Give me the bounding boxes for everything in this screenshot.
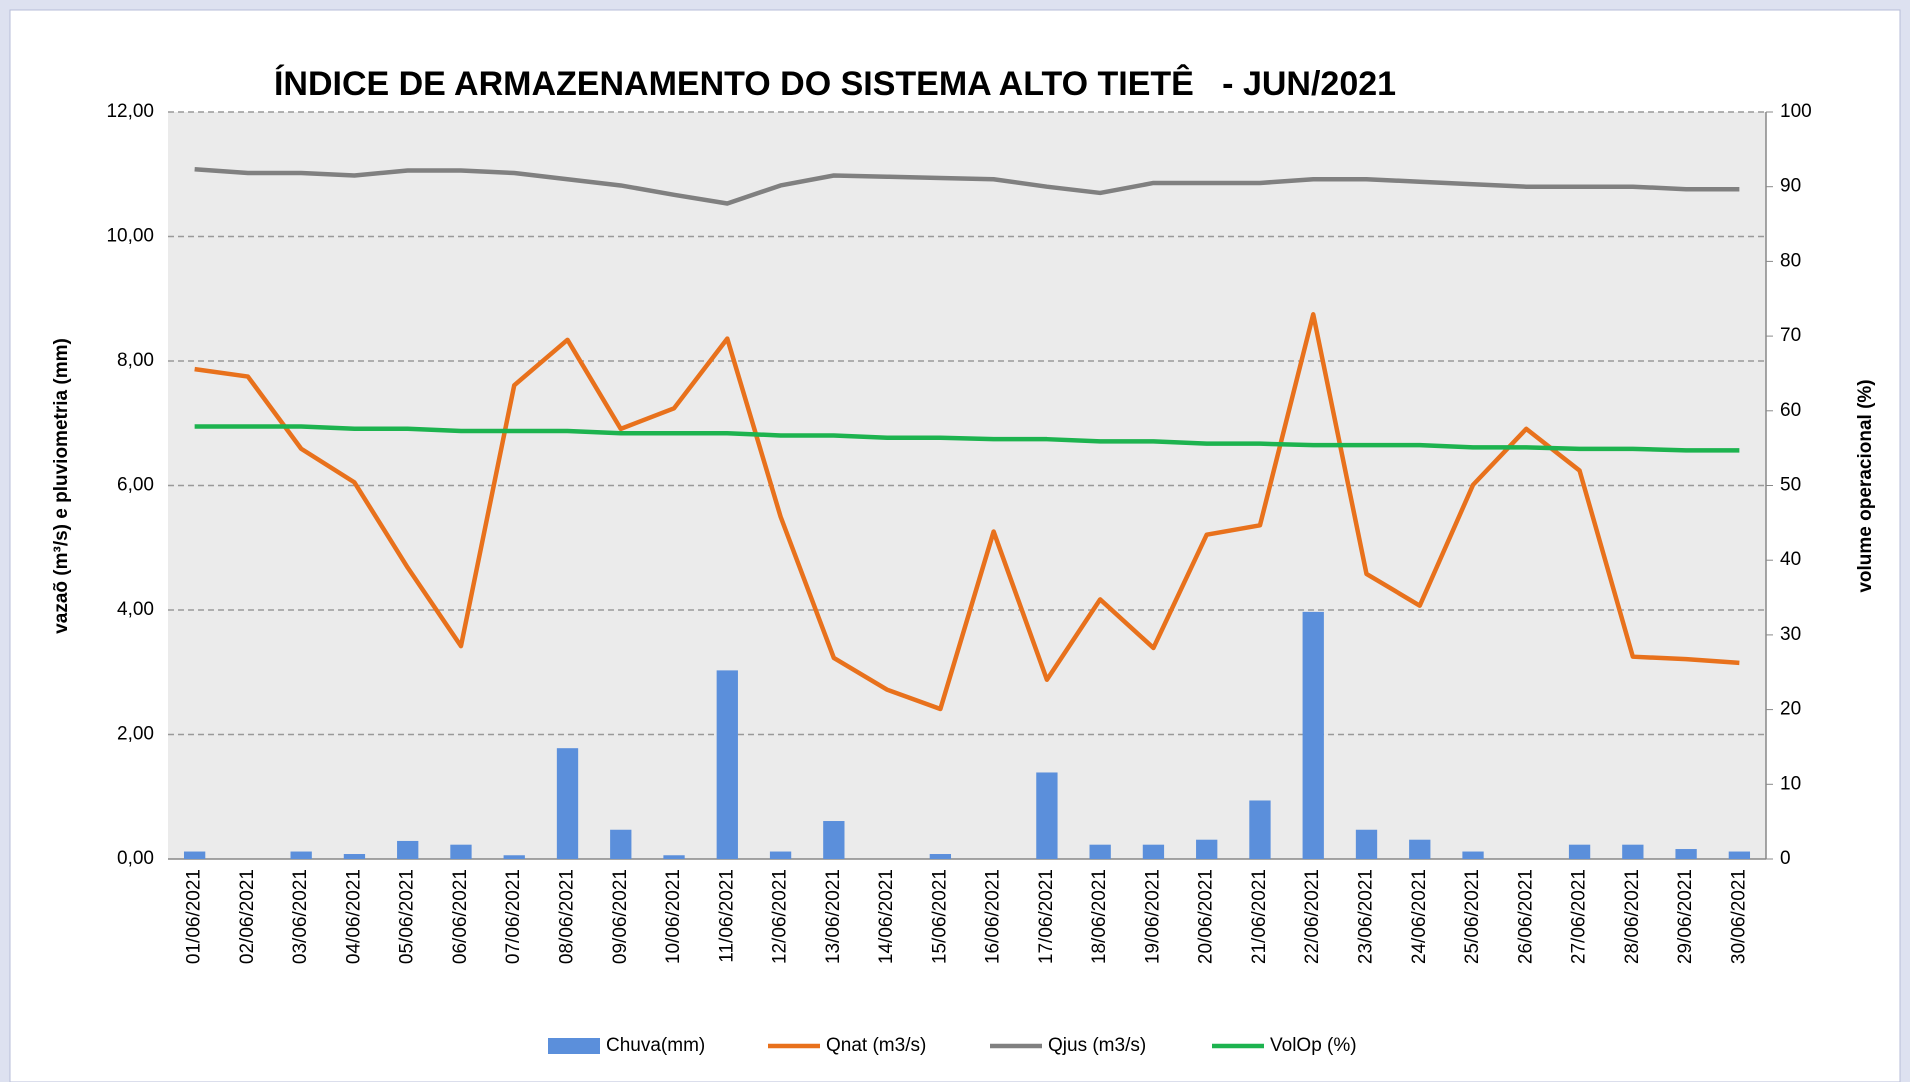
bar: [343, 854, 366, 859]
bar: [823, 821, 845, 859]
y-tick-label: 8,00: [117, 350, 154, 371]
x-tick-label: 04/06/2021: [343, 869, 364, 964]
y-axis-title: vazaõ (m³/s) e pluviometria (mm): [51, 338, 72, 634]
bar: [1089, 844, 1111, 859]
bar: [556, 748, 579, 859]
y-tick-label: 0,00: [117, 848, 154, 869]
y2-tick-label: 90: [1780, 176, 1801, 197]
x-tick-label: 17/06/2021: [1036, 869, 1057, 964]
x-tick-label: 18/06/2021: [1089, 869, 1110, 964]
legend-label: VolOp (%): [1270, 1035, 1357, 1056]
y2-tick-label: 50: [1780, 475, 1801, 496]
bar: [397, 840, 419, 859]
y-tick-label: 6,00: [117, 475, 154, 496]
x-tick-label: 23/06/2021: [1356, 869, 1377, 964]
bar: [929, 854, 952, 859]
bar: [1409, 839, 1431, 859]
y2-tick-label: 0: [1780, 848, 1791, 869]
line: [194, 312, 1740, 712]
bar: [716, 670, 738, 859]
x-tick-label: 14/06/2021: [876, 869, 897, 964]
x-tick-label: 08/06/2021: [557, 869, 578, 964]
bar: [1675, 849, 1697, 859]
bar: [1355, 829, 1378, 859]
x-tick-label: 16/06/2021: [983, 869, 1004, 964]
bar: [769, 851, 792, 859]
y2-tick-label: 70: [1780, 325, 1801, 346]
bar: [610, 829, 632, 859]
x-tick-label: 20/06/2021: [1196, 869, 1217, 964]
y2-tick-label: 100: [1780, 101, 1812, 122]
y2-tick-label: 30: [1780, 624, 1801, 645]
x-tick-label: 25/06/2021: [1462, 869, 1483, 964]
bar: [1249, 800, 1271, 859]
x-tick-label: 24/06/2021: [1409, 869, 1430, 964]
bar: [1036, 772, 1058, 859]
legend-label: Chuva(mm): [606, 1035, 705, 1056]
y-tick-label: 12,00: [106, 101, 154, 122]
x-tick-label: 09/06/2021: [610, 869, 631, 964]
x-tick-label: 19/06/2021: [1142, 869, 1163, 964]
x-tick-label: 26/06/2021: [1515, 869, 1536, 964]
bar: [1302, 611, 1324, 859]
y2-tick-label: 60: [1780, 400, 1801, 421]
legend-label: Qnat (m3/s): [826, 1035, 926, 1056]
x-tick-label: 15/06/2021: [929, 869, 950, 964]
x-tick-label: 13/06/2021: [823, 869, 844, 964]
line: [194, 167, 1740, 206]
bar: [1462, 851, 1484, 859]
bar: [450, 844, 472, 859]
x-tick-label: 21/06/2021: [1249, 869, 1270, 964]
y-tick-label: 10,00: [106, 226, 154, 247]
y2-tick-label: 20: [1780, 699, 1801, 720]
x-tick-label: 01/06/2021: [184, 869, 205, 964]
y-tick-label: 2,00: [117, 724, 154, 745]
x-tick-label: 02/06/2021: [237, 869, 258, 964]
y2-tick-label: 80: [1780, 250, 1801, 271]
y-tick-label: 4,00: [117, 599, 154, 620]
x-tick-label: 11/06/2021: [716, 869, 737, 963]
bar: [183, 851, 206, 859]
x-tick-label: 10/06/2021: [663, 869, 684, 964]
x-tick-label: 27/06/2021: [1569, 869, 1590, 964]
bar: [1196, 839, 1218, 859]
bar: [290, 851, 312, 859]
x-tick-label: 12/06/2021: [770, 869, 791, 964]
y2-tick-label: 10: [1780, 773, 1801, 794]
y2-tick-label: 40: [1780, 549, 1801, 570]
bar: [1728, 851, 1751, 859]
x-tick-label: 07/06/2021: [503, 869, 524, 964]
legend-label: Qjus (m3/s): [1048, 1035, 1146, 1056]
legend-swatch: [548, 1038, 600, 1054]
bar: [1142, 844, 1165, 859]
bar: [663, 855, 685, 859]
x-tick-label: 05/06/2021: [397, 869, 418, 964]
chart-title: ÍNDICE DE ARMAZENAMENTO DO SISTEMA ALTO …: [274, 65, 1396, 103]
line: [194, 424, 1740, 453]
plot-area: [168, 112, 1766, 859]
y2-axis-title: volume operacional (%): [1855, 379, 1876, 592]
bar: [503, 855, 525, 859]
x-tick-label: 03/06/2021: [290, 869, 311, 964]
bar: [1568, 844, 1591, 859]
x-tick-label: 29/06/2021: [1675, 869, 1696, 964]
x-tick-label: 30/06/2021: [1728, 869, 1749, 964]
x-tick-label: 22/06/2021: [1302, 869, 1323, 964]
bar: [1622, 844, 1644, 859]
x-tick-label: 06/06/2021: [450, 869, 471, 964]
x-tick-label: 28/06/2021: [1622, 869, 1643, 964]
